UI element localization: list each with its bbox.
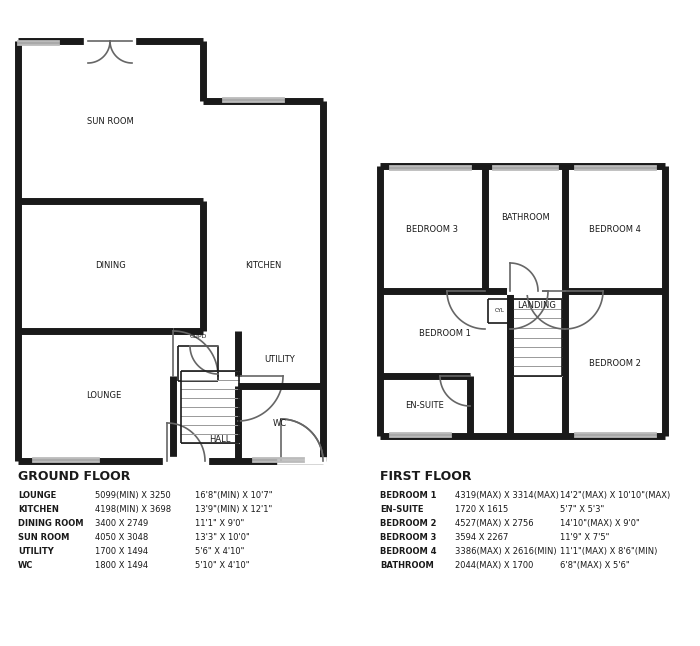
Text: 3594 X 2267: 3594 X 2267	[455, 533, 508, 542]
Text: 4050 X 3048: 4050 X 3048	[95, 533, 148, 542]
Text: 16'8"(MIN) X 10'7": 16'8"(MIN) X 10'7"	[195, 491, 272, 500]
Text: 13'3" X 10'0": 13'3" X 10'0"	[195, 533, 250, 542]
Text: LANDING: LANDING	[517, 302, 556, 311]
Text: 5'7" X 5'3": 5'7" X 5'3"	[560, 505, 604, 514]
Text: SUN ROOM: SUN ROOM	[18, 533, 69, 542]
Text: 3386(MAX) X 2616(MIN): 3386(MAX) X 2616(MIN)	[455, 547, 556, 556]
Text: UTILITY: UTILITY	[265, 355, 295, 364]
Text: 5099(MIN) X 3250: 5099(MIN) X 3250	[95, 491, 171, 500]
Text: LOUNGE: LOUNGE	[18, 491, 56, 500]
Text: SUN ROOM: SUN ROOM	[87, 116, 134, 125]
Text: BATHROOM: BATHROOM	[500, 213, 550, 222]
Text: KITCHEN: KITCHEN	[18, 505, 59, 514]
Text: UTILITY: UTILITY	[18, 547, 54, 556]
Text: BEDROOM 2: BEDROOM 2	[589, 360, 641, 368]
Text: BEDROOM 4: BEDROOM 4	[589, 225, 641, 233]
Text: 4319(MAX) X 3314(MAX): 4319(MAX) X 3314(MAX)	[455, 491, 559, 500]
Text: BEDROOM 3: BEDROOM 3	[406, 225, 458, 233]
Text: BEDROOM 3: BEDROOM 3	[380, 533, 436, 542]
Text: WC: WC	[273, 419, 287, 428]
Text: DINING ROOM: DINING ROOM	[18, 519, 83, 528]
Text: FIRST FLOOR: FIRST FLOOR	[380, 470, 472, 483]
Text: CUPD: CUPD	[189, 334, 206, 339]
Text: 5'6" X 4'10": 5'6" X 4'10"	[195, 547, 244, 556]
Text: KITCHEN: KITCHEN	[245, 262, 281, 271]
Text: 4527(MAX) X 2756: 4527(MAX) X 2756	[455, 519, 533, 528]
Text: BEDROOM 1: BEDROOM 1	[419, 329, 471, 339]
Text: BEDROOM 4: BEDROOM 4	[380, 547, 437, 556]
Text: 11'9" X 7'5": 11'9" X 7'5"	[560, 533, 610, 542]
Text: 5'10" X 4'10": 5'10" X 4'10"	[195, 561, 249, 570]
Text: 14'2"(MAX) X 10'10"(MAX): 14'2"(MAX) X 10'10"(MAX)	[560, 491, 671, 500]
Text: BEDROOM 1: BEDROOM 1	[380, 491, 437, 500]
Text: 1720 X 1615: 1720 X 1615	[455, 505, 508, 514]
Text: GROUND FLOOR: GROUND FLOOR	[18, 470, 130, 483]
Text: 11'1"(MAX) X 8'6"(MIN): 11'1"(MAX) X 8'6"(MIN)	[560, 547, 657, 556]
Text: DINING: DINING	[94, 262, 125, 271]
Text: 14'10"(MAX) X 9'0": 14'10"(MAX) X 9'0"	[560, 519, 640, 528]
Text: 1800 X 1494: 1800 X 1494	[95, 561, 148, 570]
Text: WC: WC	[18, 561, 34, 570]
Text: BATHROOM: BATHROOM	[380, 561, 434, 570]
Text: 3400 X 2749: 3400 X 2749	[95, 519, 148, 528]
Text: 6'8"(MAX) X 5'6": 6'8"(MAX) X 5'6"	[560, 561, 629, 570]
Text: EN-SUITE: EN-SUITE	[380, 505, 424, 514]
Text: CYL: CYL	[495, 309, 505, 313]
Text: 4198(MIN) X 3698: 4198(MIN) X 3698	[95, 505, 171, 514]
Text: 13'9"(MIN) X 12'1": 13'9"(MIN) X 12'1"	[195, 505, 272, 514]
Text: 1700 X 1494: 1700 X 1494	[95, 547, 148, 556]
Text: HALL: HALL	[209, 435, 231, 444]
Text: 2044(MAX) X 1700: 2044(MAX) X 1700	[455, 561, 533, 570]
Text: EN-SUITE: EN-SUITE	[405, 402, 444, 410]
Text: BEDROOM 2: BEDROOM 2	[380, 519, 437, 528]
Text: 11'1" X 9'0": 11'1" X 9'0"	[195, 519, 244, 528]
Text: LOUNGE: LOUNGE	[86, 391, 122, 401]
